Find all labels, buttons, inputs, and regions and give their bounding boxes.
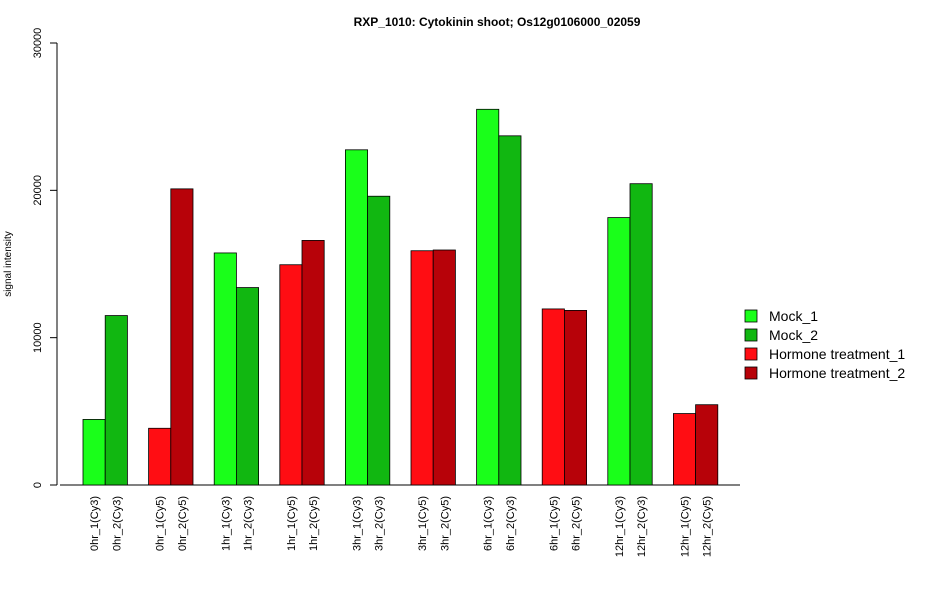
- legend-swatch: [744, 328, 758, 342]
- y-tick-label: 0: [32, 482, 44, 488]
- bar: [607, 217, 631, 486]
- bar: [541, 308, 565, 486]
- x-tick-label: 3hr_1(Cy5): [417, 496, 429, 551]
- bar: [235, 287, 259, 486]
- bar: [301, 240, 325, 486]
- bar: [432, 249, 456, 486]
- legend-label: Mock_1: [769, 308, 818, 324]
- bar: [673, 413, 697, 486]
- chart-title: RXP_1010: Cytokinin shoot; Os12g0106000_…: [354, 15, 641, 29]
- x-tick-label: 3hr_2(Cy3): [374, 496, 386, 551]
- plot-area: 0 10000 20000 30000 0hr_1(Cy3) 0hr_2(Cy3) 0hr_…: [32, 28, 740, 557]
- legend-label: Hormone treatment_2: [769, 365, 905, 381]
- x-tick-label: 6hr_1(Cy5): [548, 496, 560, 551]
- x-tick-label: 0hr_1(Cy3): [89, 496, 101, 551]
- legend-swatch: [744, 347, 758, 361]
- x-tick-label: 12hr_2(Cy5): [702, 496, 714, 557]
- x-tick-label: 0hr_2(Cy3): [111, 496, 123, 551]
- legend-swatch: [744, 309, 758, 323]
- x-tick-label: 12hr_1(Cy3): [614, 496, 626, 557]
- legend-label: Mock_2: [769, 327, 818, 343]
- x-tick-label: 0hr_1(Cy5): [155, 496, 167, 551]
- x-tick-label: 3hr_2(Cy5): [439, 496, 451, 551]
- x-tick-label: 12hr_2(Cy3): [636, 496, 648, 557]
- x-tick-label: 1hr_1(Cy5): [286, 496, 298, 551]
- x-tick-label: 6hr_2(Cy5): [571, 496, 583, 551]
- legend: Mock_1 Mock_2 Hormone treatment_1 Hormone t…: [744, 308, 905, 381]
- y-tick-label: 20000: [32, 175, 44, 206]
- x-tick-label: 0hr_2(Cy5): [177, 496, 189, 551]
- bar: [148, 427, 172, 486]
- x-tick-label: 1hr_1(Cy3): [220, 496, 232, 551]
- bar: [564, 310, 588, 486]
- bar: [82, 419, 106, 486]
- y-tick-label: 30000: [32, 28, 44, 59]
- x-tick-label: 3hr_1(Cy3): [352, 496, 364, 551]
- bar: [476, 108, 500, 486]
- x-tick-label: 6hr_1(Cy3): [483, 496, 495, 551]
- bar: [410, 250, 434, 486]
- x-tick-label: 1hr_2(Cy5): [308, 496, 320, 551]
- bar: [213, 252, 237, 486]
- bar: [695, 404, 719, 486]
- x-tick-label: 1hr_2(Cy3): [243, 496, 255, 551]
- bar: [367, 195, 391, 486]
- legend-label: Hormone treatment_1: [769, 346, 905, 362]
- y-axis-label: signal intensity: [3, 231, 14, 297]
- bar: [629, 183, 653, 486]
- x-tick-label: 6hr_2(Cy3): [505, 496, 517, 551]
- y-tick-label: 10000: [32, 322, 44, 353]
- bar: [170, 188, 194, 486]
- bar: [279, 264, 303, 486]
- bar: [104, 315, 128, 486]
- bar: [344, 149, 368, 486]
- x-tick-label: 12hr_1(Cy5): [680, 496, 692, 557]
- legend-swatch: [744, 366, 758, 380]
- bar: [498, 135, 522, 486]
